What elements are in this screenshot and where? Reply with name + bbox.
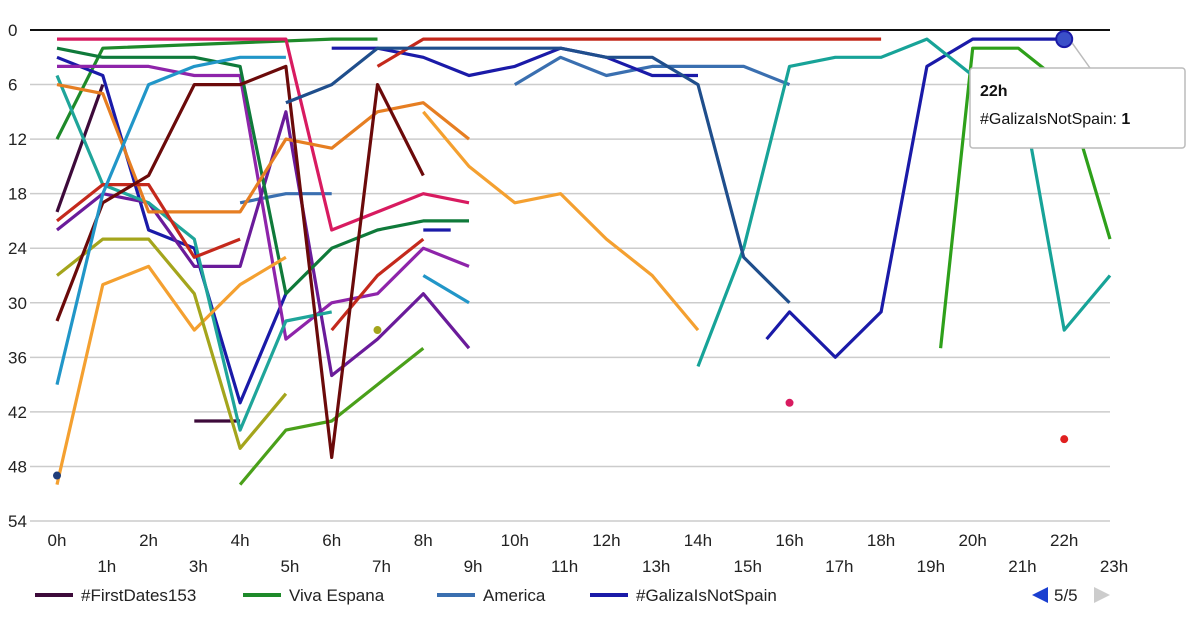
- tooltip-body: #GalizaIsNotSpain: 1: [980, 111, 1130, 128]
- legend-pager: 5/5: [1032, 586, 1110, 605]
- series-line[interactable]: [331, 46, 698, 78]
- x-tick-label: 3h: [189, 557, 208, 576]
- y-tick-label: 12: [8, 130, 27, 149]
- tooltip-title: 22h: [980, 83, 1008, 100]
- x-tick-label: 17h: [825, 557, 853, 576]
- legend-label[interactable]: America: [483, 586, 546, 605]
- x-tick-label: 14h: [684, 531, 712, 550]
- tooltip-separator: :: [1113, 111, 1122, 128]
- highlighted-point[interactable]: [1055, 30, 1074, 49]
- series-line[interactable]: [238, 346, 425, 486]
- x-tick-label: 7h: [372, 557, 391, 576]
- y-tick-label: 6: [8, 76, 17, 95]
- x-tick-label: 12h: [592, 531, 620, 550]
- tooltip-pointer: [1071, 42, 1091, 69]
- x-tick-label: 19h: [917, 557, 945, 576]
- y-tick-label: 18: [8, 185, 27, 204]
- y-tick-label: 54: [8, 512, 27, 531]
- tooltip: 22h #GalizaIsNotSpain: 1: [969, 42, 1186, 149]
- series-line[interactable]: [513, 55, 791, 87]
- series-line[interactable]: [55, 37, 378, 140]
- x-tick-label: 16h: [775, 531, 803, 550]
- series-line[interactable]: [56, 55, 288, 405]
- pager-prev-arrow-icon[interactable]: [1032, 587, 1048, 603]
- y-tick-label: 30: [8, 294, 27, 313]
- series-line[interactable]: [56, 110, 471, 378]
- x-tick-label: 13h: [642, 557, 670, 576]
- x-tick-label: 21h: [1008, 557, 1036, 576]
- y-axis-ticks: 0 6 12 18 24 30 36 42 48 54: [8, 21, 27, 531]
- data-point[interactable]: [1060, 435, 1069, 444]
- x-tick-label: 9h: [464, 557, 483, 576]
- x-tick-label: 10h: [501, 531, 529, 550]
- data-point[interactable]: [53, 471, 61, 480]
- legend: #FirstDates153 Viva Espana America #GalizaI…: [35, 586, 777, 605]
- pager-next-arrow-icon[interactable]: [1094, 587, 1110, 603]
- series-line[interactable]: [57, 64, 470, 341]
- series-line[interactable]: [55, 84, 105, 213]
- y-tick-label: 36: [8, 348, 27, 367]
- x-tick-label: 11h: [551, 557, 578, 576]
- x-tick-label: 20h: [958, 531, 986, 550]
- legend-label[interactable]: Viva Espana: [289, 586, 385, 605]
- x-axis-ticks: 0h 1h 2h 3h 4h 5h 6h 7h 8h 9h 10h 11h 12h 13h 14h 15h 16…: [48, 531, 1129, 576]
- x-tick-label: 1h: [97, 557, 116, 576]
- x-tick-label: 4h: [231, 531, 250, 550]
- x-tick-label: 6h: [322, 531, 341, 550]
- x-tick-label: 15h: [734, 557, 762, 576]
- series-line[interactable]: [422, 274, 470, 305]
- x-tick-label: 0h: [48, 531, 67, 550]
- series-line[interactable]: [765, 37, 1065, 359]
- series-line[interactable]: [285, 46, 791, 304]
- series-line[interactable]: [56, 83, 470, 214]
- x-tick-label: 8h: [414, 531, 433, 550]
- series-line[interactable]: [56, 46, 469, 296]
- series-line[interactable]: [57, 37, 470, 232]
- tooltip-value: 1: [1121, 111, 1130, 128]
- y-tick-label: 0: [8, 21, 17, 40]
- series-line[interactable]: [55, 255, 287, 485]
- y-tick-label: 24: [8, 239, 27, 258]
- tooltip-box: [969, 67, 1186, 149]
- series-points: [53, 30, 1074, 480]
- series-line[interactable]: [239, 192, 332, 205]
- series-line[interactable]: [696, 37, 1112, 367]
- data-point[interactable]: [785, 398, 794, 407]
- y-tick-label: 48: [8, 457, 27, 476]
- series-lines: [55, 37, 1112, 486]
- x-tick-label: 2h: [139, 531, 158, 550]
- series-line[interactable]: [56, 183, 241, 259]
- series-line[interactable]: [55, 64, 425, 459]
- x-tick-label: 18h: [867, 531, 895, 550]
- pager-label: 5/5: [1054, 586, 1078, 605]
- x-tick-label: 5h: [280, 557, 299, 576]
- legend-label[interactable]: #GalizaIsNotSpain: [636, 586, 777, 605]
- series-line[interactable]: [330, 237, 425, 332]
- x-tick-label: 23h: [1100, 557, 1128, 576]
- series-line[interactable]: [55, 55, 286, 385]
- tooltip-series-name: #GalizaIsNotSpain: [980, 111, 1113, 128]
- legend-label[interactable]: #FirstDates153: [81, 586, 196, 605]
- data-point[interactable]: [373, 326, 382, 335]
- series-line[interactable]: [56, 237, 288, 450]
- x-tick-label: 22h: [1050, 531, 1078, 550]
- series-line[interactable]: [422, 110, 700, 332]
- series-line[interactable]: [376, 37, 882, 68]
- y-tick-label: 42: [8, 403, 27, 422]
